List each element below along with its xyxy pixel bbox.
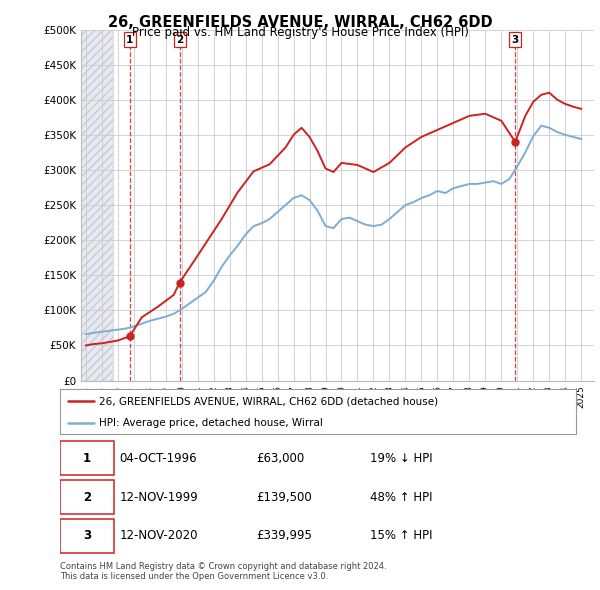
Text: 19% ↓ HPI: 19% ↓ HPI [370,452,432,465]
FancyBboxPatch shape [60,441,114,476]
Text: 3: 3 [512,35,519,45]
FancyBboxPatch shape [60,480,114,514]
Text: 26, GREENFIELDS AVENUE, WIRRAL, CH62 6DD: 26, GREENFIELDS AVENUE, WIRRAL, CH62 6DD [107,15,493,30]
Text: 15% ↑ HPI: 15% ↑ HPI [370,529,432,542]
Text: 3: 3 [83,529,91,542]
Text: 1: 1 [126,35,133,45]
Text: £63,000: £63,000 [256,452,304,465]
Text: 2: 2 [83,490,91,504]
Bar [81,30,113,381]
FancyBboxPatch shape [60,389,576,434]
Text: £339,995: £339,995 [256,529,312,542]
Text: 1: 1 [83,452,91,465]
Text: 12-NOV-2020: 12-NOV-2020 [119,529,198,542]
FancyBboxPatch shape [60,519,114,553]
Text: HPI: Average price, detached house, Wirral: HPI: Average price, detached house, Wirr… [98,418,323,428]
Bar [81,30,113,381]
Text: 26, GREENFIELDS AVENUE, WIRRAL, CH62 6DD (detached house): 26, GREENFIELDS AVENUE, WIRRAL, CH62 6DD… [98,396,438,407]
Text: 2: 2 [176,35,183,45]
Text: £139,500: £139,500 [256,490,312,504]
Text: 04-OCT-1996: 04-OCT-1996 [119,452,197,465]
Text: Contains HM Land Registry data © Crown copyright and database right 2024.
This d: Contains HM Land Registry data © Crown c… [60,562,386,581]
Text: 12-NOV-1999: 12-NOV-1999 [119,490,198,504]
Text: 48% ↑ HPI: 48% ↑ HPI [370,490,432,504]
Text: Price paid vs. HM Land Registry's House Price Index (HPI): Price paid vs. HM Land Registry's House … [131,26,469,39]
